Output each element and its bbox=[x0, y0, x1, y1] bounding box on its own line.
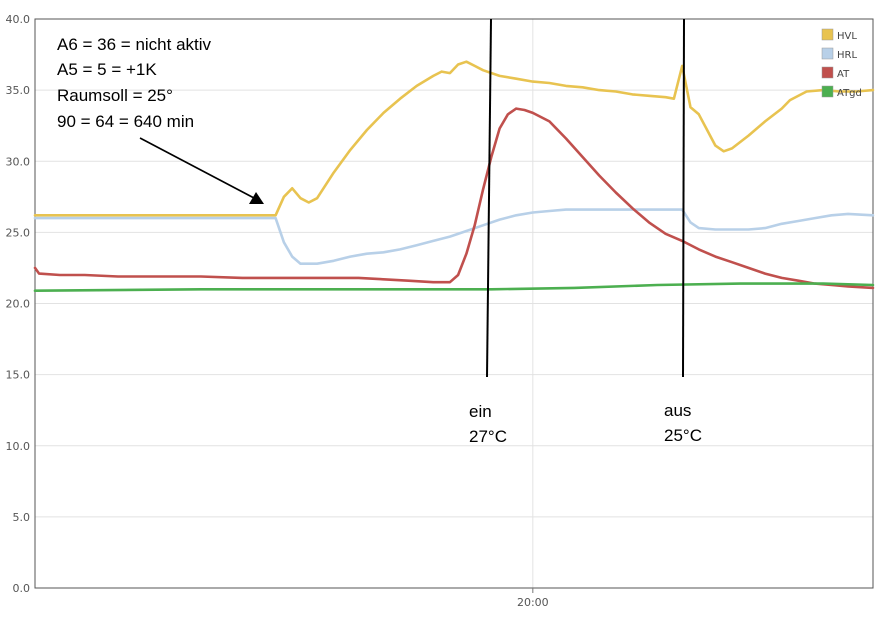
legend-label-atgd: ATgd bbox=[837, 88, 862, 99]
y-tick-label: 10.0 bbox=[6, 440, 31, 453]
annotation-textbox: A6 = 36 = nicht aktiv A5 = 5 = +1K Raums… bbox=[57, 35, 212, 131]
legend: HVL HRL AT ATgd bbox=[821, 28, 862, 99]
y-tick-label: 0.0 bbox=[13, 582, 31, 595]
annotation-line-3: Raumsoll = 25° bbox=[57, 86, 173, 105]
y-tick-label: 20.0 bbox=[6, 298, 31, 311]
y-tick-label: 30.0 bbox=[6, 155, 31, 168]
series-line-hvl bbox=[33, 60, 875, 217]
series-lines bbox=[33, 60, 875, 293]
marker-on-label-2: 27°C bbox=[469, 427, 507, 446]
series-line-at bbox=[33, 107, 875, 290]
x-tick-label: 20:00 bbox=[517, 596, 549, 609]
marker-on-line bbox=[486, 18, 492, 378]
legend-label-hrl: HRL bbox=[837, 50, 857, 61]
legend-swatch-atgd bbox=[821, 85, 834, 98]
legend-swatch-hrl bbox=[821, 47, 834, 60]
y-tick-label: 15.0 bbox=[6, 369, 31, 382]
y-tick-label: 5.0 bbox=[13, 511, 31, 524]
plot-frame bbox=[34, 18, 874, 589]
legend-label-at: AT bbox=[837, 69, 850, 80]
annotation-line-1: A6 = 36 = nicht aktiv bbox=[57, 35, 212, 54]
annotation-line-2: A5 = 5 = +1K bbox=[57, 60, 157, 79]
x-axis-ticks: 20:00 bbox=[517, 588, 549, 609]
annotation-line-4: 90 = 64 = 640 min bbox=[57, 112, 194, 131]
legend-swatch-hvl bbox=[821, 28, 834, 41]
y-axis-ticks: 0.0 5.0 10.0 15.0 20.0 25.0 30.0 35.0 40.0 bbox=[6, 13, 31, 595]
legend-label-hvl: HVL bbox=[837, 31, 857, 42]
marker-off-line bbox=[682, 18, 685, 378]
y-tick-label: 25.0 bbox=[6, 226, 31, 239]
series-line-atgd bbox=[33, 282, 875, 293]
legend-swatch-at bbox=[821, 66, 834, 79]
marker-off-label-2: 25°C bbox=[664, 426, 702, 445]
marker-on-label-1: ein bbox=[469, 402, 492, 421]
marker-off-label-1: aus bbox=[664, 401, 691, 420]
y-tick-label: 40.0 bbox=[6, 13, 31, 26]
y-tick-label: 35.0 bbox=[6, 84, 31, 97]
series-line-hrl bbox=[33, 208, 875, 266]
annotation-arrow bbox=[139, 137, 264, 204]
